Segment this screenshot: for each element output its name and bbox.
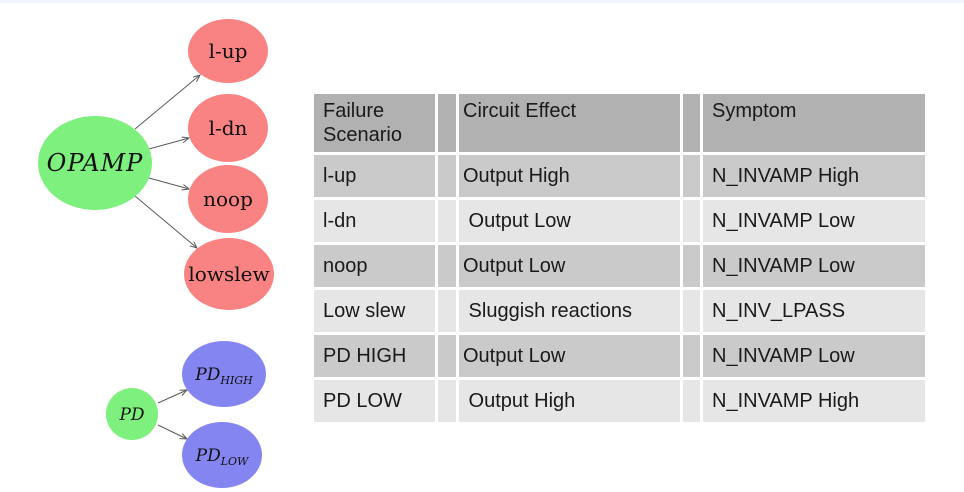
cell-spacer bbox=[438, 155, 456, 197]
node-l-dn: l-dn bbox=[188, 94, 268, 162]
cell-scenario: PD LOW bbox=[314, 380, 435, 422]
node-l-up: l-up bbox=[188, 19, 268, 83]
cell-effect: Output High bbox=[459, 380, 680, 422]
cell-scenario: l-up bbox=[314, 155, 435, 197]
cell-spacer bbox=[683, 245, 700, 287]
node-noop: noop bbox=[188, 165, 268, 233]
cell-effect: Sluggish reactions bbox=[459, 290, 680, 332]
node-opamp: OPAMP bbox=[38, 116, 152, 210]
node-l-dn-label: l-dn bbox=[209, 116, 248, 140]
cell-symptom: N_INVAMP High bbox=[703, 155, 925, 197]
top-edge-strip bbox=[0, 0, 964, 3]
header-failure-scenario: Failure Scenario bbox=[314, 94, 435, 152]
cell-spacer bbox=[683, 200, 700, 242]
cell-symptom: N_INVAMP Low bbox=[703, 245, 925, 287]
cell-scenario: noop bbox=[314, 245, 435, 287]
cell-effect: Output Low bbox=[459, 335, 680, 377]
cell-spacer bbox=[683, 155, 700, 197]
node-pd-high: PDHIGH bbox=[182, 341, 266, 407]
failure-symptom-table: Failure Scenario Circuit Effect Symptom … bbox=[314, 94, 925, 422]
node-pd-low-label: PDLOW bbox=[195, 446, 250, 468]
cell-spacer bbox=[683, 335, 700, 377]
cell-spacer bbox=[438, 335, 456, 377]
arrow-opamp-noop bbox=[148, 177, 189, 189]
node-noop-label: noop bbox=[203, 187, 253, 211]
node-pd: PD bbox=[106, 388, 158, 440]
arrow-opamp-lowslew bbox=[134, 195, 197, 248]
node-pd-low: PDLOW bbox=[182, 422, 262, 488]
cell-scenario: PD HIGH bbox=[314, 335, 435, 377]
cell-spacer bbox=[438, 290, 456, 332]
arrow-pd-high bbox=[157, 390, 187, 404]
cell-symptom: N_INVAMP High bbox=[703, 380, 925, 422]
cell-spacer bbox=[438, 380, 456, 422]
node-l-up-label: l-up bbox=[209, 39, 248, 63]
node-lowslew: lowslew bbox=[184, 238, 274, 310]
node-pd-high-label: PDHIGH bbox=[194, 365, 253, 387]
cell-scenario: l-dn bbox=[314, 200, 435, 242]
cell-spacer bbox=[438, 245, 456, 287]
cell-scenario: Low slew bbox=[314, 290, 435, 332]
arrow-opamp-l-dn bbox=[148, 138, 189, 150]
cell-effect: Output High bbox=[459, 155, 680, 197]
header-spacer bbox=[438, 94, 456, 152]
cell-effect: Output Low bbox=[459, 245, 680, 287]
cell-symptom: N_INVAMP Low bbox=[703, 200, 925, 242]
arrow-opamp-l-up bbox=[134, 75, 200, 130]
cell-effect: Output Low bbox=[459, 200, 680, 242]
cell-symptom: N_INVAMP Low bbox=[703, 335, 925, 377]
header-circuit-effect: Circuit Effect bbox=[459, 94, 680, 152]
cell-spacer bbox=[683, 290, 700, 332]
node-lowslew-label: lowslew bbox=[188, 262, 269, 286]
node-opamp-label: OPAMP bbox=[47, 149, 144, 177]
header-spacer bbox=[683, 94, 700, 152]
cell-spacer bbox=[683, 380, 700, 422]
arrow-pd-low bbox=[157, 424, 187, 439]
fault-tree-diagram: OPAMP l-up l-dn noop lowslew PD PDHIGH bbox=[38, 19, 274, 488]
header-symptom: Symptom bbox=[703, 94, 925, 152]
cell-symptom: N_INV_LPASS bbox=[703, 290, 925, 332]
cell-spacer bbox=[438, 200, 456, 242]
node-pd-label: PD bbox=[118, 405, 144, 425]
